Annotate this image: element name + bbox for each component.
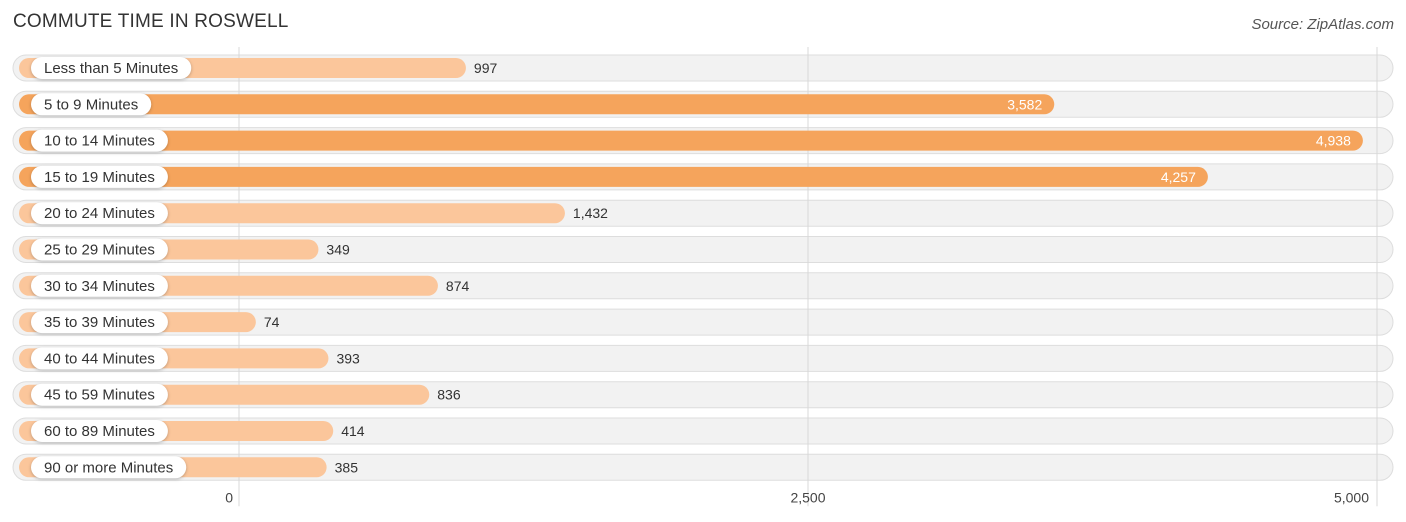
category-pill [31,383,168,406]
category-pill [31,129,168,152]
row-background [12,453,1394,481]
category-label: 90 or more Minutes [44,459,173,476]
x-axis-ticks: 0 2,500 5,000 [225,489,1369,505]
row-background [12,344,1394,372]
value-label: 349 [326,242,350,258]
category-pill [31,165,168,188]
value-label: 997 [474,60,498,76]
category-pill [31,202,168,225]
chart-source: Source: ZipAtlas.com [1251,16,1394,33]
category-label: 30 to 34 Minutes [44,278,155,295]
category-label: Less than 5 Minutes [44,60,178,77]
value-label: 836 [437,387,461,403]
value-label: 4,257 [1161,169,1196,185]
value-label: 74 [264,314,280,330]
bar [19,166,1208,187]
category-label: 5 to 9 Minutes [44,96,138,113]
value-label: 4,938 [1316,133,1351,149]
category-pill [31,274,168,297]
category-pill [31,311,168,334]
category-label: 10 to 14 Minutes [44,133,155,150]
category-label: 15 to 19 Minutes [44,169,155,186]
row-backgrounds [12,54,1394,481]
chart-title: COMMUTE TIME IN ROSWELL [13,11,289,32]
tick-label: 0 [225,489,233,505]
category-label: 25 to 29 Minutes [44,242,155,259]
category-pill [31,238,168,261]
category-label: 45 to 59 Minutes [44,387,155,404]
category-labels: Less than 5 Minutes 5 to 9 Minutes 10 to 1… [31,57,192,479]
value-label: 874 [446,278,470,294]
category-pill [31,456,187,479]
category-label: 60 to 89 Minutes [44,423,155,440]
category-label: 20 to 24 Minutes [44,205,155,222]
value-label: 1,432 [573,205,608,221]
row-background [12,308,1394,336]
tick-label: 5,000 [1334,489,1369,505]
value-label: 3,582 [1007,96,1042,112]
category-pill [31,93,152,116]
row-background [12,236,1394,263]
category-label: 35 to 39 Minutes [44,314,155,331]
category-pill [31,420,168,442]
category-label: 40 to 44 Minutes [44,350,155,367]
tick-label: 2,500 [790,489,825,505]
category-pill [31,57,192,79]
value-label: 385 [335,459,359,475]
bar [19,94,1055,115]
bars [19,58,1363,478]
row-background [12,417,1394,445]
value-label: 414 [341,423,365,439]
value-label: 393 [336,350,360,366]
value-labels: 997 3,582 4,938 4,257 1,432 349 874 74 393 836 414… [264,60,1351,475]
bar [19,130,1363,151]
category-pill [31,347,168,370]
